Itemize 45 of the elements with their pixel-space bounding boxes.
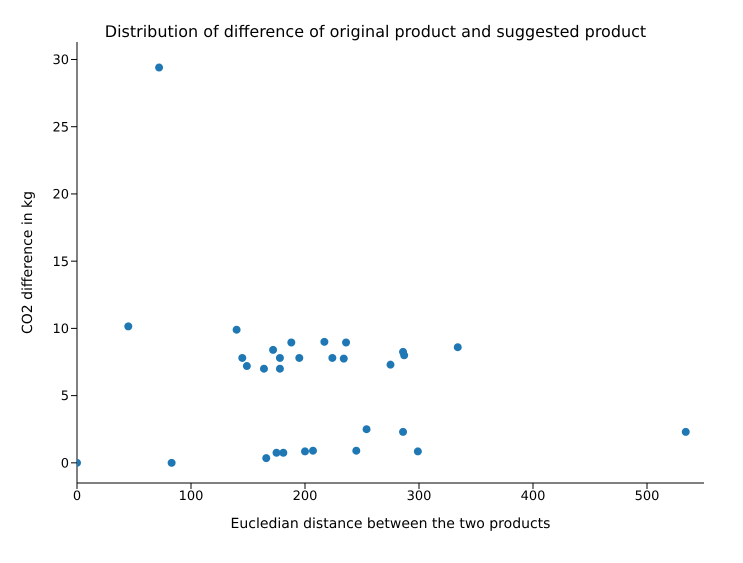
point [386,360,394,369]
point [308,446,317,455]
point [262,454,270,462]
point [362,425,371,434]
y-tick-label: 15 [52,254,69,270]
y-tick-label: 5 [60,389,69,404]
y-tick-label: 0 [60,456,69,472]
y-tick-label: 10 [52,322,69,337]
point [279,448,288,457]
y-axis-title: CO2 difference in kg [20,190,36,334]
point [454,343,462,352]
point [287,338,296,346]
x-tick-label: 200 [292,489,318,504]
point [328,354,336,362]
point [155,64,164,72]
y-tick-label: 25 [52,120,69,136]
point [399,428,408,436]
point [242,362,251,370]
point [276,364,284,373]
x-tick-label: 100 [178,489,204,504]
point [238,354,246,362]
point [352,446,360,455]
y-tick-label: 30 [52,53,69,68]
point [342,338,350,346]
point [232,326,241,334]
x-tick-label: 400 [520,489,546,504]
point [272,448,280,457]
point [260,364,268,373]
chart-title: Distribution of difference of original product and suggested product [104,22,648,41]
point [269,346,278,354]
x-tick-label: 500 [634,489,660,504]
point [320,338,328,346]
point [682,428,690,436]
x-tick-label: 300 [406,489,432,504]
point [400,351,408,360]
point [301,447,309,456]
point [340,354,348,363]
point [124,322,132,330]
point [276,354,284,362]
point [414,447,422,456]
x-tick-label: 0 [72,489,82,504]
point [168,458,176,467]
x-axis-title: Eucledian distance between the two products [230,516,550,532]
point [295,354,304,362]
y-tick-label: 20 [52,188,69,203]
